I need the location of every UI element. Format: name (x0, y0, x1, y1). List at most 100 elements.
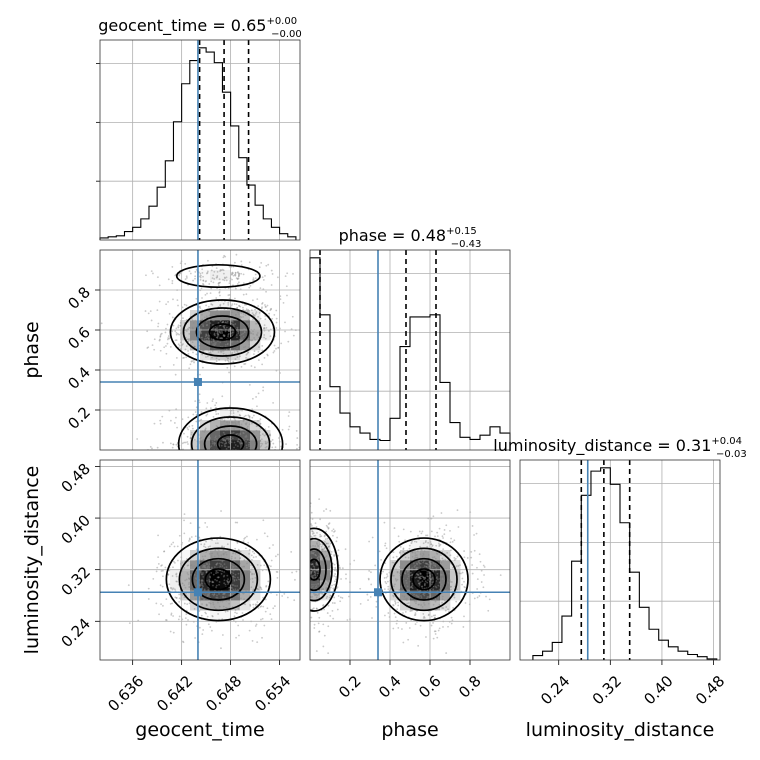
sample-point (476, 578, 479, 580)
sample-point (331, 534, 334, 537)
sample-point (186, 435, 189, 438)
sample-point (223, 426, 226, 429)
sample-point (228, 421, 231, 424)
sample-point (203, 589, 206, 592)
sample-point (314, 572, 317, 575)
sample-point (314, 593, 317, 596)
sample-point (291, 559, 293, 561)
sample-point (222, 278, 224, 281)
sample-point (202, 558, 205, 561)
sample-point (202, 275, 204, 278)
sample-point (300, 565, 302, 567)
sample-point (276, 553, 279, 556)
sample-point (416, 573, 419, 576)
sample-point (317, 555, 320, 558)
sample-point (302, 541, 304, 543)
sample-point (306, 541, 308, 543)
sample-point (312, 607, 315, 610)
sample-point (382, 570, 384, 573)
sample-point (407, 602, 410, 604)
sample-point (243, 363, 246, 365)
sample-point (275, 309, 278, 312)
sample-point (248, 423, 251, 426)
sample-point (188, 578, 191, 581)
title-plus: +0.00 (266, 16, 297, 27)
sample-point (409, 580, 412, 583)
sample-point (221, 618, 224, 621)
sample-point (217, 317, 220, 320)
sample-point (266, 304, 269, 307)
sample-point (463, 556, 466, 559)
sample-point (434, 535, 436, 538)
sample-point (233, 365, 236, 368)
sample-point (221, 486, 223, 488)
sample-point (212, 416, 215, 418)
grid-layer (100, 40, 720, 660)
sample-point (413, 600, 416, 603)
sample-point (249, 441, 251, 444)
sample-point (265, 327, 268, 329)
sample-point (302, 579, 304, 581)
sample-point (284, 321, 286, 324)
sample-point (206, 270, 209, 273)
sample-point (208, 437, 211, 440)
sample-point (233, 560, 236, 562)
sample-point (479, 560, 482, 563)
sample-point (263, 356, 266, 359)
sample-point (163, 550, 166, 553)
sample-point (245, 446, 248, 449)
sample-point (252, 414, 255, 417)
sample-point (393, 561, 395, 564)
sample-point (261, 345, 264, 347)
sample-point (199, 331, 202, 334)
sample-point (188, 339, 191, 342)
sample-point (305, 578, 307, 580)
sample-point (198, 610, 201, 612)
sample-point (246, 322, 249, 325)
sample-point (221, 418, 223, 421)
sample-point (398, 589, 401, 591)
sample-point (211, 265, 214, 268)
sample-point (246, 458, 248, 460)
sample-point (206, 470, 208, 472)
sample-point (441, 607, 443, 609)
sample-point (319, 560, 322, 562)
sample-point (424, 576, 427, 579)
sample-point (417, 580, 420, 582)
sample-point (483, 566, 486, 568)
sample-point (256, 452, 258, 454)
sample-point (248, 578, 251, 581)
sample-point (167, 337, 170, 339)
sample-point (285, 443, 287, 445)
sample-point (304, 553, 306, 555)
sample-point (190, 589, 192, 592)
sample-point (171, 282, 174, 285)
sample-point (294, 584, 296, 586)
sample-point (408, 627, 411, 629)
sample-point (219, 418, 222, 421)
sample-point (237, 440, 240, 443)
sample-point (320, 545, 323, 548)
sample-point (199, 569, 202, 572)
sample-point (421, 530, 424, 533)
sample-point (252, 333, 255, 335)
sample-point (232, 569, 235, 572)
sample-point (410, 609, 413, 612)
sample-point (231, 587, 234, 589)
sample-point (295, 564, 297, 566)
sample-point (197, 453, 199, 455)
sample-point (449, 529, 451, 532)
sample-point (223, 276, 226, 279)
sample-point (289, 574, 291, 576)
sample-point (307, 560, 309, 562)
sample-point (218, 330, 221, 333)
sample-point (437, 596, 440, 599)
sample-point (419, 572, 422, 575)
sample-point (325, 524, 328, 527)
sample-point (196, 453, 198, 455)
sample-point (341, 567, 344, 570)
sample-point (423, 565, 426, 568)
sample-point (282, 551, 284, 553)
sample-point (331, 529, 333, 532)
sample-point (326, 537, 329, 540)
